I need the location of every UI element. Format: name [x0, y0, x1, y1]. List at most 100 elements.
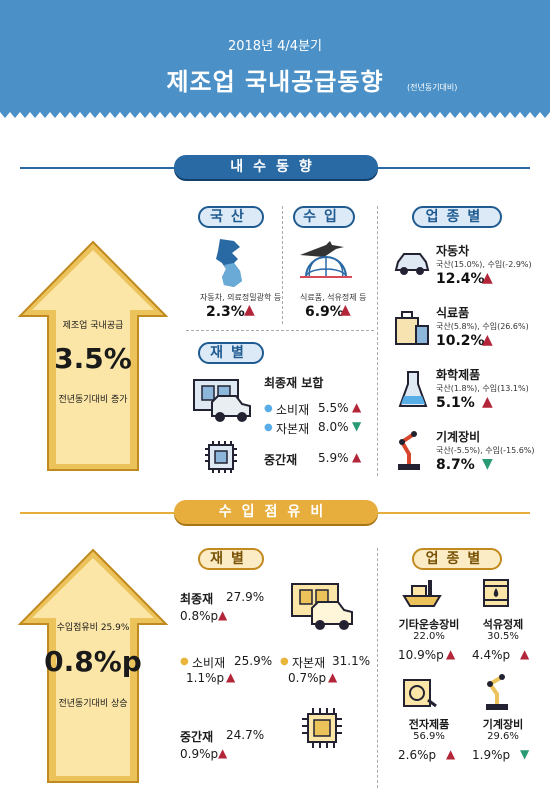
intermediate-goods-value: 5.9%: [318, 451, 349, 465]
arrow-up-icon: ▲: [482, 270, 493, 286]
arrow-up-icon: ▲: [446, 647, 456, 661]
final-change: 0.8%p: [180, 609, 219, 623]
arrow-up-icon: ▲: [218, 746, 228, 760]
banner-import-share: 수입점유비: [174, 500, 378, 524]
oil-barrel-icon: [483, 579, 509, 607]
page-title: 제조업 국내공급동향: [166, 68, 384, 96]
ship-icon: [402, 580, 442, 607]
consumer-label: 소비재: [192, 656, 226, 670]
arrow-up-icon: ▲: [226, 670, 236, 684]
arrow-up-icon: ▲: [244, 302, 255, 318]
industry-share: 29.6%: [487, 731, 519, 742]
consumer-change: 1.1%p: [186, 671, 225, 685]
industry-change: 10.9%p: [398, 648, 444, 662]
industry-name: 기계장비: [482, 718, 524, 731]
arrow-down-icon: ▼: [482, 456, 493, 472]
domestic-arrow-line2: 전년동기대비 증가: [58, 395, 128, 405]
capital-goods-label: 자본재: [276, 422, 310, 436]
arrow-up-icon: ▲: [520, 647, 530, 661]
final-share: 27.9%: [226, 590, 265, 604]
industry-change: 4.4%p: [472, 648, 511, 662]
header: 2018년 4/4분기 제조업 국내공급동향 (전년동기대비): [0, 0, 550, 112]
car-icon: [394, 253, 430, 275]
consumer-share: 25.9%: [234, 654, 273, 668]
divider: [377, 548, 378, 788]
industry-change: 1.9%p: [472, 748, 511, 762]
industry-value: 12.4%: [436, 271, 485, 287]
bullet-icon: ●: [280, 656, 289, 667]
intermediate-change: 0.9%p: [180, 747, 219, 761]
intermediate-goods-label: 중간재: [264, 453, 298, 467]
capital-change: 0.7%p: [288, 671, 327, 685]
flask-icon: [398, 371, 428, 407]
intermediate-label: 중간재: [180, 730, 214, 744]
import-arrow-value: 0.8%p: [44, 645, 142, 678]
arrow-up-icon: ▲: [340, 302, 351, 318]
divider: [282, 206, 283, 324]
globe-plane-icon: [296, 241, 354, 287]
industry-name: 기타운송장비: [398, 618, 460, 631]
chip-icon: [302, 708, 342, 748]
consumer-goods-label: 소비재: [276, 403, 310, 417]
arrow-up-icon: [18, 240, 168, 471]
arrow-down-icon: ▼: [520, 747, 530, 761]
arrow-up-icon: ▲: [218, 608, 228, 622]
arrow-up-icon: ▲: [328, 670, 338, 684]
industry-share: 30.5%: [487, 631, 519, 642]
industry-name: 전자제품: [408, 718, 450, 731]
industry-value: 10.2%: [436, 333, 485, 349]
domestic-prod-value: 2.3%: [206, 304, 245, 320]
tag-by-industry: 업종별: [412, 206, 502, 228]
industry-detail: 국산(1.8%), 수입(13.1%): [436, 384, 529, 393]
tag-by-industry: 업종별: [412, 548, 502, 570]
intermediate-share: 24.7%: [226, 728, 265, 742]
arrow-down-icon: ▼: [352, 419, 362, 433]
industry-name: 기계장비: [436, 430, 481, 444]
robot-arm-icon: [486, 674, 508, 710]
imports-caption: 식료품, 석유정제 등: [300, 293, 367, 302]
robot-arm-icon: [398, 431, 420, 470]
arrow-up-icon: ▲: [446, 747, 456, 761]
bullet-icon: ●: [264, 422, 273, 433]
import-arrow-line1: 수입점유비 25.9%: [56, 623, 130, 633]
bullet-icon: ●: [180, 656, 189, 667]
consumer-goods-value: 5.5%: [318, 401, 349, 415]
food-icon: [395, 311, 429, 345]
arrow-up-icon: ▲: [482, 394, 493, 410]
industry-share: 56.9%: [413, 731, 445, 742]
industry-name: 자동차: [436, 244, 470, 258]
plug-icon: [403, 679, 437, 708]
industry-value: 5.1%: [436, 395, 475, 411]
korea-map-icon: [216, 239, 242, 287]
tag-by-goods: 재별: [198, 548, 264, 570]
capital-share: 31.1%: [332, 654, 371, 668]
banner-domestic: 내수동향: [174, 155, 378, 179]
factory-car-icon: [193, 379, 251, 422]
arrow-up-icon: ▲: [352, 400, 362, 414]
arrow-up-icon: [18, 548, 168, 783]
divider: [377, 206, 378, 476]
industry-name: 석유정제: [482, 618, 524, 631]
capital-goods-value: 8.0%: [318, 420, 349, 434]
chip-icon: [205, 441, 237, 473]
final-goods-label: 최종재 보합: [264, 376, 324, 390]
industry-detail: 국산(-5.5%), 수입(-15.6%): [436, 446, 535, 455]
tag-by-goods: 재별: [198, 342, 264, 364]
industry-value: 8.7%: [436, 457, 475, 473]
period-label: 2018년 4/4분기: [227, 39, 323, 54]
factory-car-icon: [291, 583, 353, 630]
capital-label: 자본재: [292, 656, 326, 670]
final-label: 최종재: [180, 592, 214, 606]
zigzag-divider: [0, 106, 550, 118]
domestic-arrow-value: 3.5%: [54, 342, 132, 375]
arrow-up-icon: ▲: [482, 332, 493, 348]
industry-name: 화학제품: [436, 368, 481, 382]
divider: [186, 330, 374, 331]
bullet-icon: ●: [264, 403, 273, 414]
industry-detail: 국산(5.8%), 수입(26.6%): [436, 322, 529, 331]
tag-domestic-prod: 국산: [198, 206, 264, 228]
industry-detail: 국산(15.0%), 수입(-2.9%): [436, 260, 532, 269]
import-arrow-line2: 전년동기대비 상승: [58, 699, 128, 709]
page-subtitle: (전년동기대비): [407, 83, 458, 92]
